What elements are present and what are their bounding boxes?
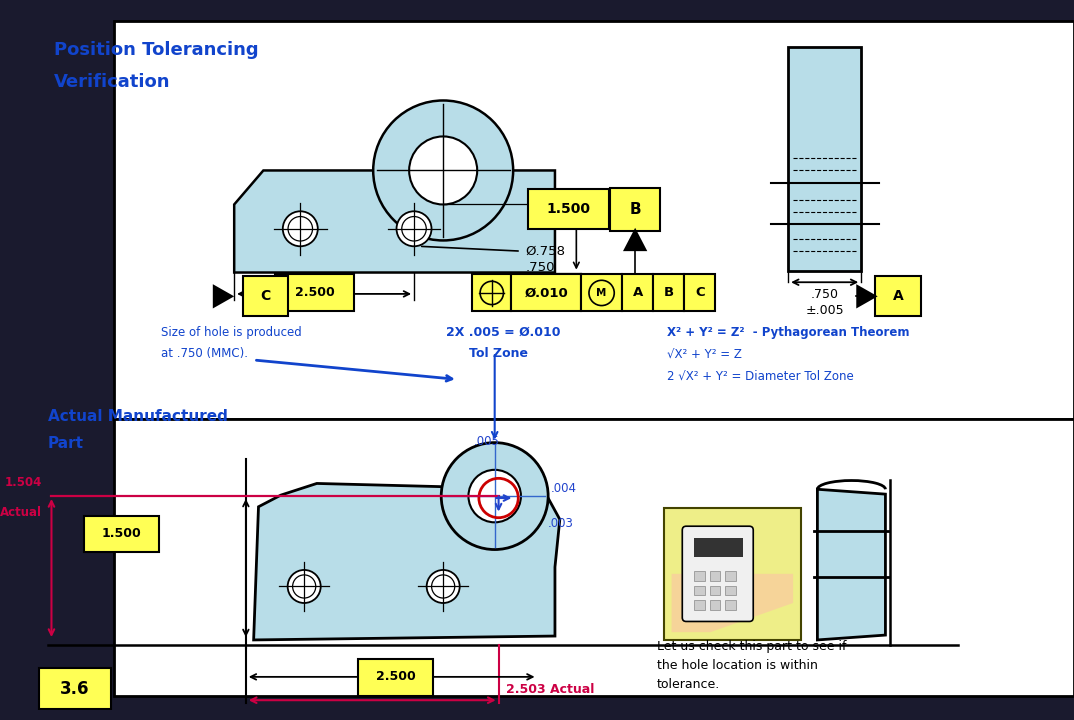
Circle shape bbox=[409, 137, 477, 204]
FancyBboxPatch shape bbox=[358, 660, 434, 696]
Polygon shape bbox=[213, 284, 234, 308]
Bar bbox=[473, 274, 511, 312]
Bar bbox=[710, 585, 721, 595]
Bar bbox=[694, 600, 705, 610]
Polygon shape bbox=[253, 483, 560, 640]
Bar bbox=[788, 47, 861, 271]
Polygon shape bbox=[234, 171, 555, 273]
FancyBboxPatch shape bbox=[682, 526, 753, 621]
FancyBboxPatch shape bbox=[275, 274, 353, 312]
FancyBboxPatch shape bbox=[610, 188, 659, 230]
Text: .004: .004 bbox=[551, 482, 577, 495]
FancyBboxPatch shape bbox=[84, 516, 159, 552]
Polygon shape bbox=[856, 284, 877, 308]
Text: B: B bbox=[629, 202, 641, 217]
Text: C: C bbox=[695, 287, 705, 300]
FancyBboxPatch shape bbox=[39, 668, 111, 709]
Text: Ø.758: Ø.758 bbox=[526, 245, 566, 258]
Bar bbox=[725, 600, 736, 610]
Bar bbox=[684, 274, 715, 312]
Text: M: M bbox=[596, 288, 607, 298]
Bar bbox=[725, 585, 736, 595]
Text: Size of hole is produced: Size of hole is produced bbox=[161, 326, 302, 339]
Bar bbox=[710, 600, 721, 610]
Polygon shape bbox=[623, 228, 648, 251]
Text: 1.504: 1.504 bbox=[4, 476, 42, 490]
Text: Ø.010: Ø.010 bbox=[524, 287, 568, 300]
Text: .750: .750 bbox=[811, 288, 839, 301]
Circle shape bbox=[468, 470, 521, 522]
Bar bbox=[725, 571, 736, 580]
Circle shape bbox=[396, 211, 432, 246]
Bar bbox=[710, 571, 721, 580]
Text: Verification: Verification bbox=[55, 73, 171, 91]
Text: tolerance.: tolerance. bbox=[657, 678, 721, 691]
FancyBboxPatch shape bbox=[527, 189, 609, 229]
Circle shape bbox=[288, 570, 321, 603]
Text: X² + Y² = Z²  - Pythagorean Theorem: X² + Y² = Z² - Pythagorean Theorem bbox=[667, 326, 910, 339]
FancyBboxPatch shape bbox=[243, 276, 288, 316]
Bar bbox=[622, 274, 653, 312]
Text: Position Tolerancing: Position Tolerancing bbox=[55, 41, 259, 59]
FancyBboxPatch shape bbox=[874, 276, 921, 316]
Bar bbox=[114, 21, 1074, 420]
Bar bbox=[653, 274, 684, 312]
Text: the hole location is within: the hole location is within bbox=[657, 660, 818, 672]
Text: .003: .003 bbox=[548, 517, 574, 530]
Text: 2.503 Actual: 2.503 Actual bbox=[506, 683, 595, 696]
Bar bbox=[114, 420, 1074, 696]
Text: 2 √X² + Y² = Diameter Tol Zone: 2 √X² + Y² = Diameter Tol Zone bbox=[667, 369, 854, 383]
Text: 1.500: 1.500 bbox=[102, 528, 142, 541]
Text: Actual Manufactured: Actual Manufactured bbox=[47, 408, 228, 423]
Bar bbox=[581, 274, 622, 312]
Text: at .750 (MMC).: at .750 (MMC). bbox=[161, 347, 248, 361]
Text: A: A bbox=[633, 287, 642, 300]
Text: 2.500: 2.500 bbox=[294, 287, 334, 300]
Text: 1.500: 1.500 bbox=[547, 202, 591, 216]
Text: ±.005: ±.005 bbox=[806, 304, 844, 317]
Circle shape bbox=[373, 101, 513, 240]
Text: Actual: Actual bbox=[0, 505, 42, 519]
Text: 2X .005 = Ø.010: 2X .005 = Ø.010 bbox=[446, 326, 561, 339]
Circle shape bbox=[441, 443, 548, 549]
Bar bbox=[694, 538, 742, 557]
Text: 3.6: 3.6 bbox=[60, 680, 89, 698]
Text: 2.500: 2.500 bbox=[376, 670, 416, 683]
Polygon shape bbox=[817, 490, 885, 640]
Text: Tol Zone: Tol Zone bbox=[469, 347, 528, 361]
Bar bbox=[694, 585, 705, 595]
Text: C: C bbox=[260, 289, 271, 303]
Text: Part: Part bbox=[47, 436, 84, 451]
Text: B: B bbox=[664, 287, 673, 300]
Text: Let us check this part to see if: Let us check this part to see if bbox=[657, 640, 846, 653]
Text: A: A bbox=[892, 289, 903, 303]
Bar bbox=[511, 274, 581, 312]
Text: .750: .750 bbox=[526, 261, 555, 274]
Bar bbox=[694, 571, 705, 580]
Text: √X² + Y² = Z: √X² + Y² = Z bbox=[667, 348, 742, 361]
Circle shape bbox=[426, 570, 460, 603]
FancyBboxPatch shape bbox=[664, 508, 801, 640]
Polygon shape bbox=[671, 574, 793, 632]
Text: .005: .005 bbox=[474, 435, 499, 448]
Circle shape bbox=[282, 211, 318, 246]
